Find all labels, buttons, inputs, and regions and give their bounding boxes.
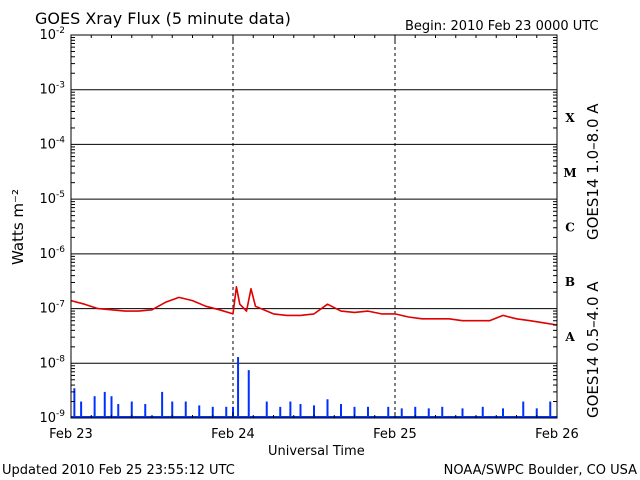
y-tick-label: 10-9: [39, 409, 65, 426]
x-tick-label: Feb 24: [211, 427, 255, 442]
y-tick-label: 10-7: [39, 300, 65, 317]
x-axis-ticks: Feb 23 Feb 24 Feb 25 Feb 26: [49, 35, 579, 442]
x-tick-label: Feb 26: [535, 427, 579, 442]
flare-class-labels: X M C B A: [563, 111, 576, 344]
y-tick-label: 10-6: [39, 245, 65, 262]
flare-class-m: M: [563, 166, 576, 180]
flare-class-c: C: [565, 221, 575, 235]
y-axis-label: Watts m⁻²: [9, 189, 27, 265]
x-tick-label: Feb 25: [373, 427, 417, 442]
x-axis-label: Universal Time: [268, 444, 365, 459]
y-tick-label: 10-3: [39, 81, 65, 98]
flare-class-x: X: [565, 111, 575, 125]
flare-class-b: B: [565, 275, 575, 289]
y-tick-label: 10-5: [39, 190, 65, 207]
y-tick-label: 10-4: [39, 135, 65, 152]
plot-grid: [71, 34, 557, 419]
y-tick-label: 10-2: [39, 26, 65, 43]
x-tick-label: Feb 23: [49, 427, 93, 442]
chart-title: GOES Xray Flux (5 minute data): [35, 9, 291, 28]
flare-class-a: A: [564, 330, 575, 344]
updated-time: Updated 2010 Feb 25 23:55:12 UTC: [2, 463, 235, 478]
y-tick-label: 10-8: [39, 354, 65, 371]
series-line-long: [70, 286, 558, 326]
begin-time: Begin: 2010 Feb 23 0000 UTC: [405, 19, 599, 34]
y-axis-ticks: 10-2 10-3 10-4 10-5 10-6 10-7 10-8 10-9: [39, 26, 557, 426]
data-credit: NOAA/SWPC Boulder, CO USA: [444, 463, 637, 478]
legend-series-short: GOES14 0.5–4.0 A: [584, 281, 602, 418]
legend-series-long: GOES14 1.0–8.0 A: [584, 103, 602, 240]
